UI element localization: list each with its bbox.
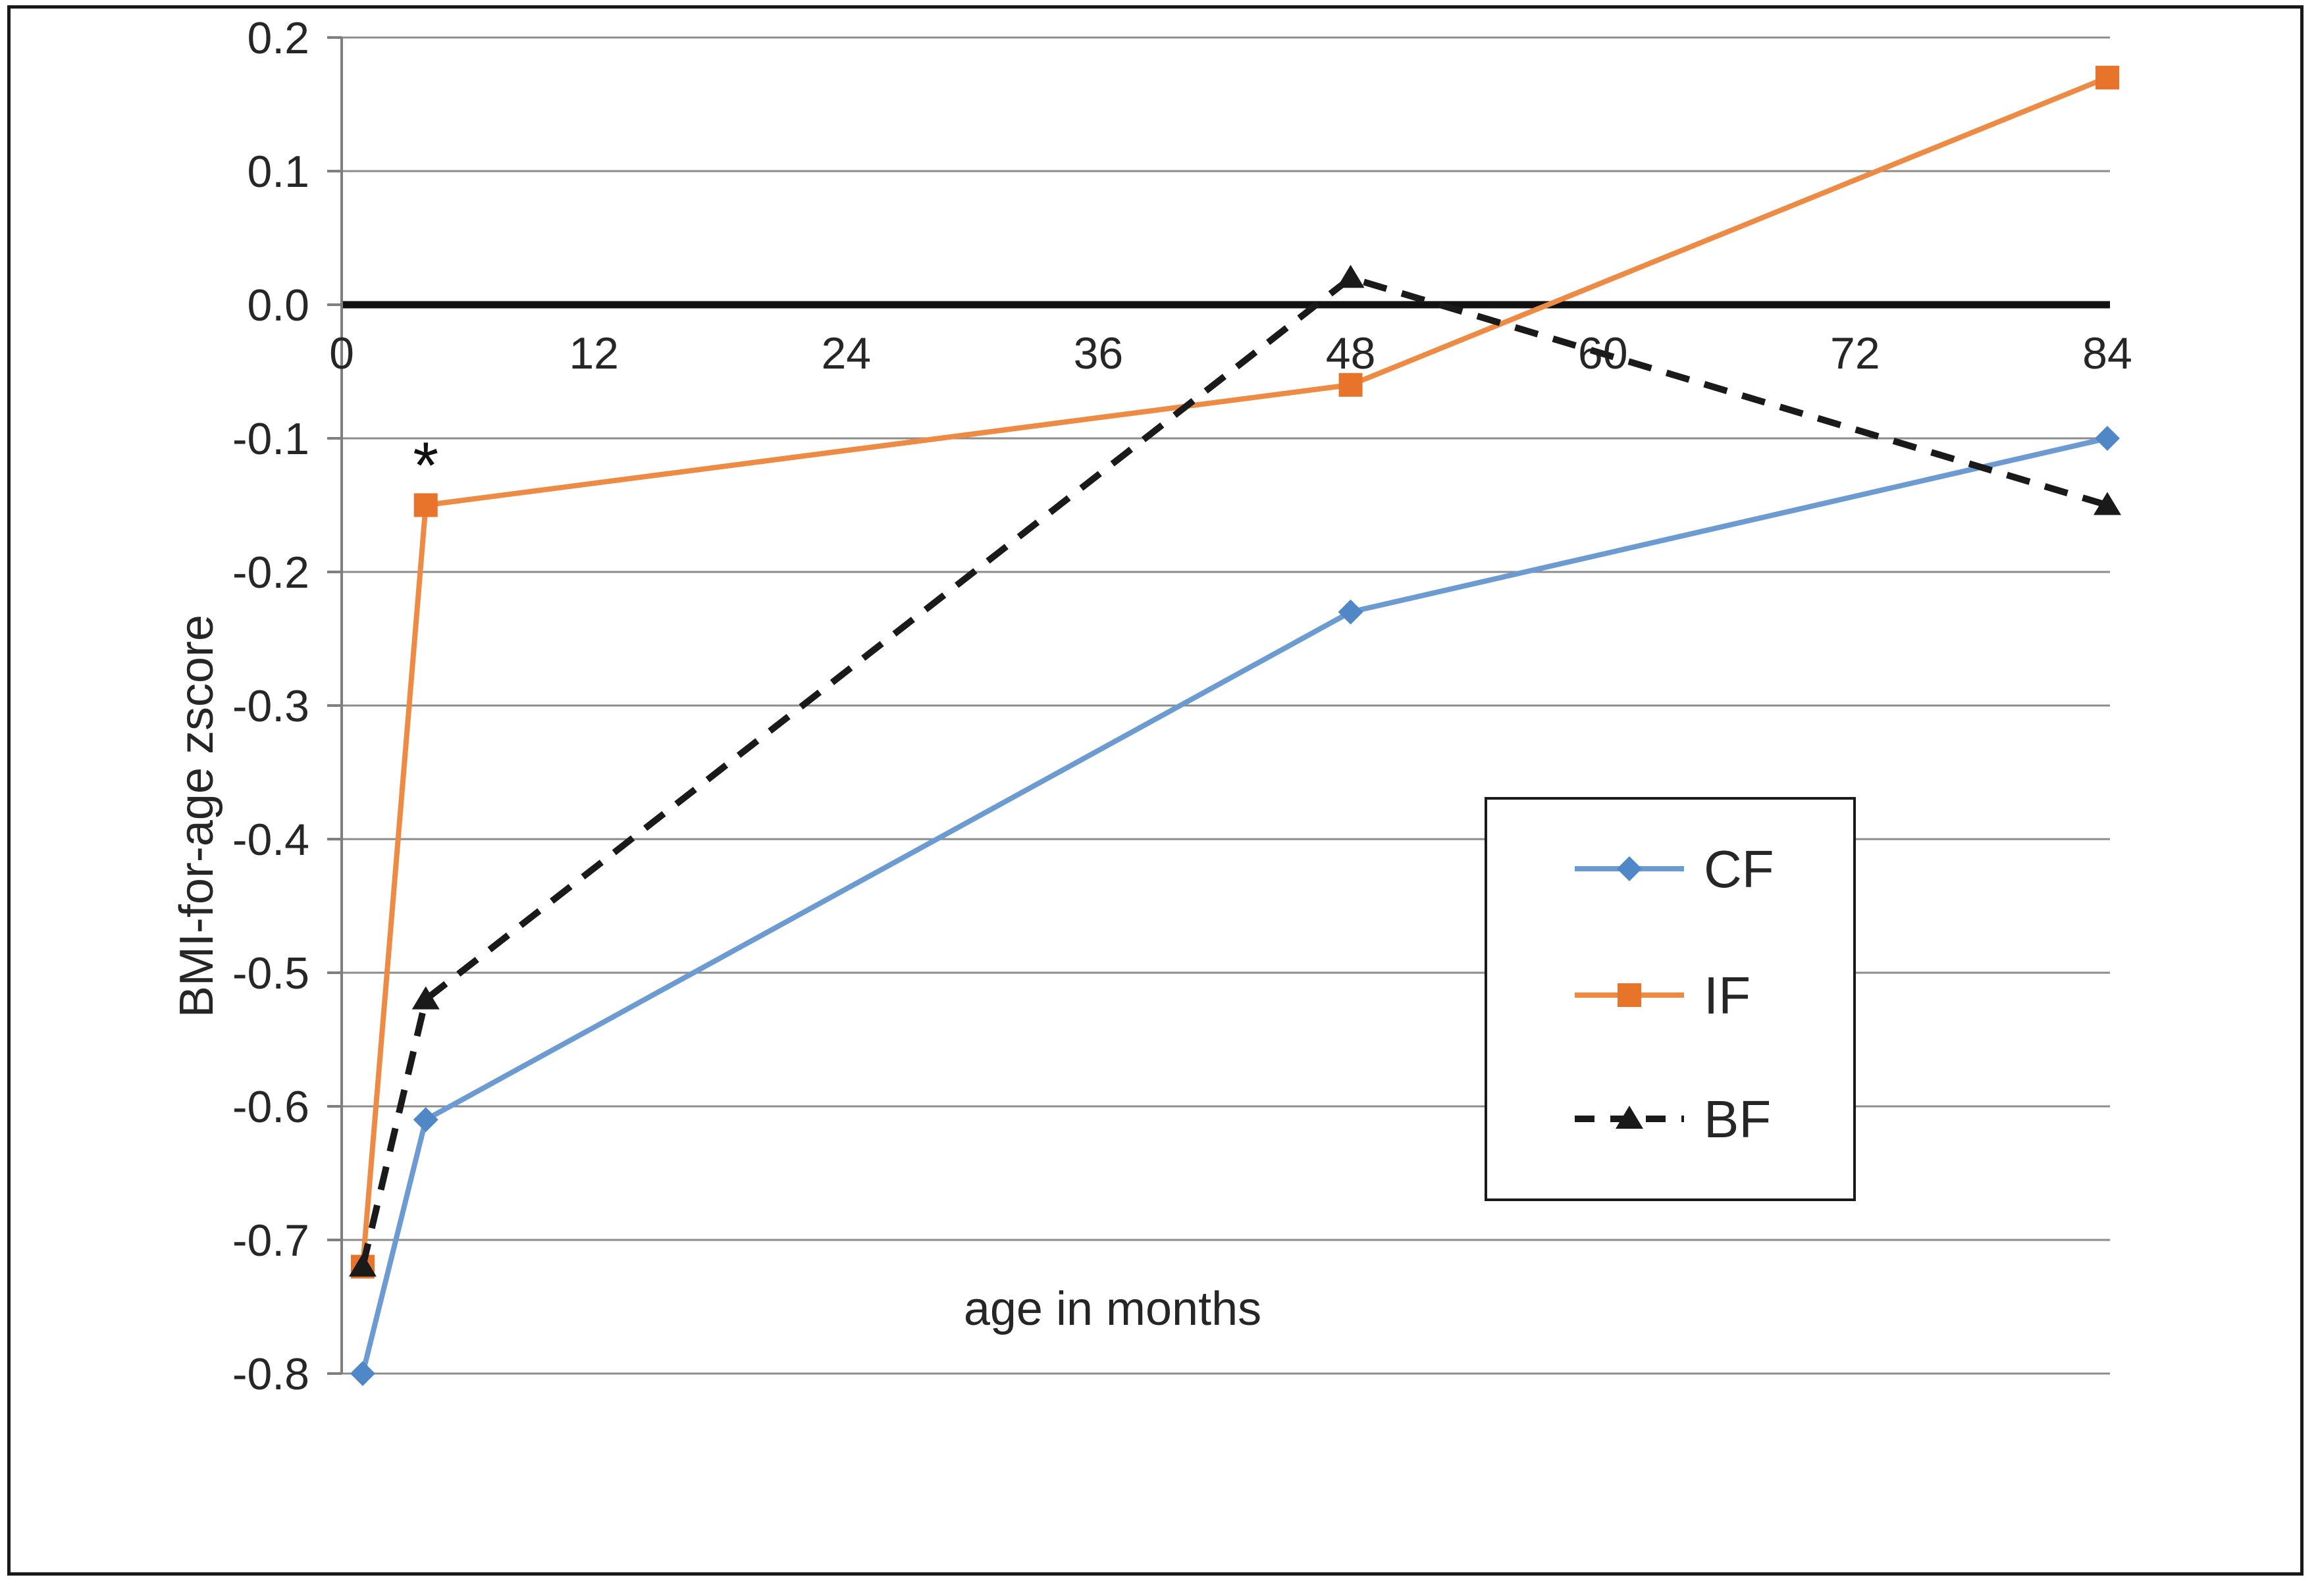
series-IF-point [413, 493, 438, 517]
series-CF-point [2095, 426, 2120, 451]
x-tick-label: 36 [1074, 328, 1124, 378]
series-CF-point [350, 1361, 375, 1386]
legend-marker-IF [1618, 983, 1641, 1007]
y-tick-label: 0.0 [247, 280, 309, 330]
x-tick-label: 24 [821, 328, 871, 378]
series-BF-point [2094, 492, 2121, 515]
series-IF-point [1338, 373, 1363, 397]
series-BF-point [411, 986, 440, 1010]
legend-box [1485, 797, 1856, 1201]
series-CF-point [413, 1107, 438, 1133]
axes-layer: 0.2 0.1 0.0 -0.1 -0.2 -0.3 -0.4 -0.5 -0.6 -0.7 -0.… [232, 13, 2132, 1399]
legend-label-BF: BF [1704, 1090, 1771, 1148]
gridlines-layer [342, 36, 2110, 1375]
x-tick-label: 48 [1326, 328, 1376, 378]
y-tick-label: -0.7 [232, 1216, 309, 1266]
y-tick-label: -0.3 [232, 681, 309, 731]
legend-marker-CF [1617, 856, 1642, 881]
series-CF-line [360, 436, 2108, 1374]
legend-marker-BF [1616, 1106, 1643, 1129]
series-layer [348, 65, 2121, 1386]
y-tick-label: -0.1 [232, 414, 309, 464]
x-tick-label: 72 [1830, 328, 1880, 378]
legend-label-CF: CF [1704, 840, 1774, 898]
y-tick-label: -0.8 [232, 1349, 309, 1399]
series-BF-point [1336, 265, 1365, 288]
series-CF-point [1338, 599, 1363, 625]
series-BF-line [359, 274, 2109, 1268]
figure-border [7, 5, 2304, 1576]
x-axis-title: age in months [964, 1283, 1261, 1335]
y-tick-label: -0.5 [232, 948, 309, 998]
x-tick-label: 12 [569, 328, 619, 378]
series-IF-line [359, 75, 2109, 1267]
legend-layer: CF IF BF [1485, 797, 1856, 1201]
significance-asterisk: * [413, 428, 438, 502]
y-tick-label: -0.4 [232, 815, 309, 865]
legend-label-IF: IF [1704, 966, 1751, 1025]
y-tick-label: 0.2 [247, 13, 309, 63]
series-IF-point [2095, 65, 2119, 90]
y-tick-label: -0.6 [232, 1082, 309, 1132]
y-tick-label: -0.2 [232, 548, 309, 598]
y-tick-label: 0.1 [247, 147, 309, 197]
annotations-layer: * [413, 428, 438, 502]
y-axis-title: BMI-for-age zscore [171, 615, 223, 1017]
x-tick-label: 0 [329, 328, 354, 378]
x-tick-label: 84 [2082, 328, 2132, 378]
series-BF-point [348, 1253, 377, 1277]
